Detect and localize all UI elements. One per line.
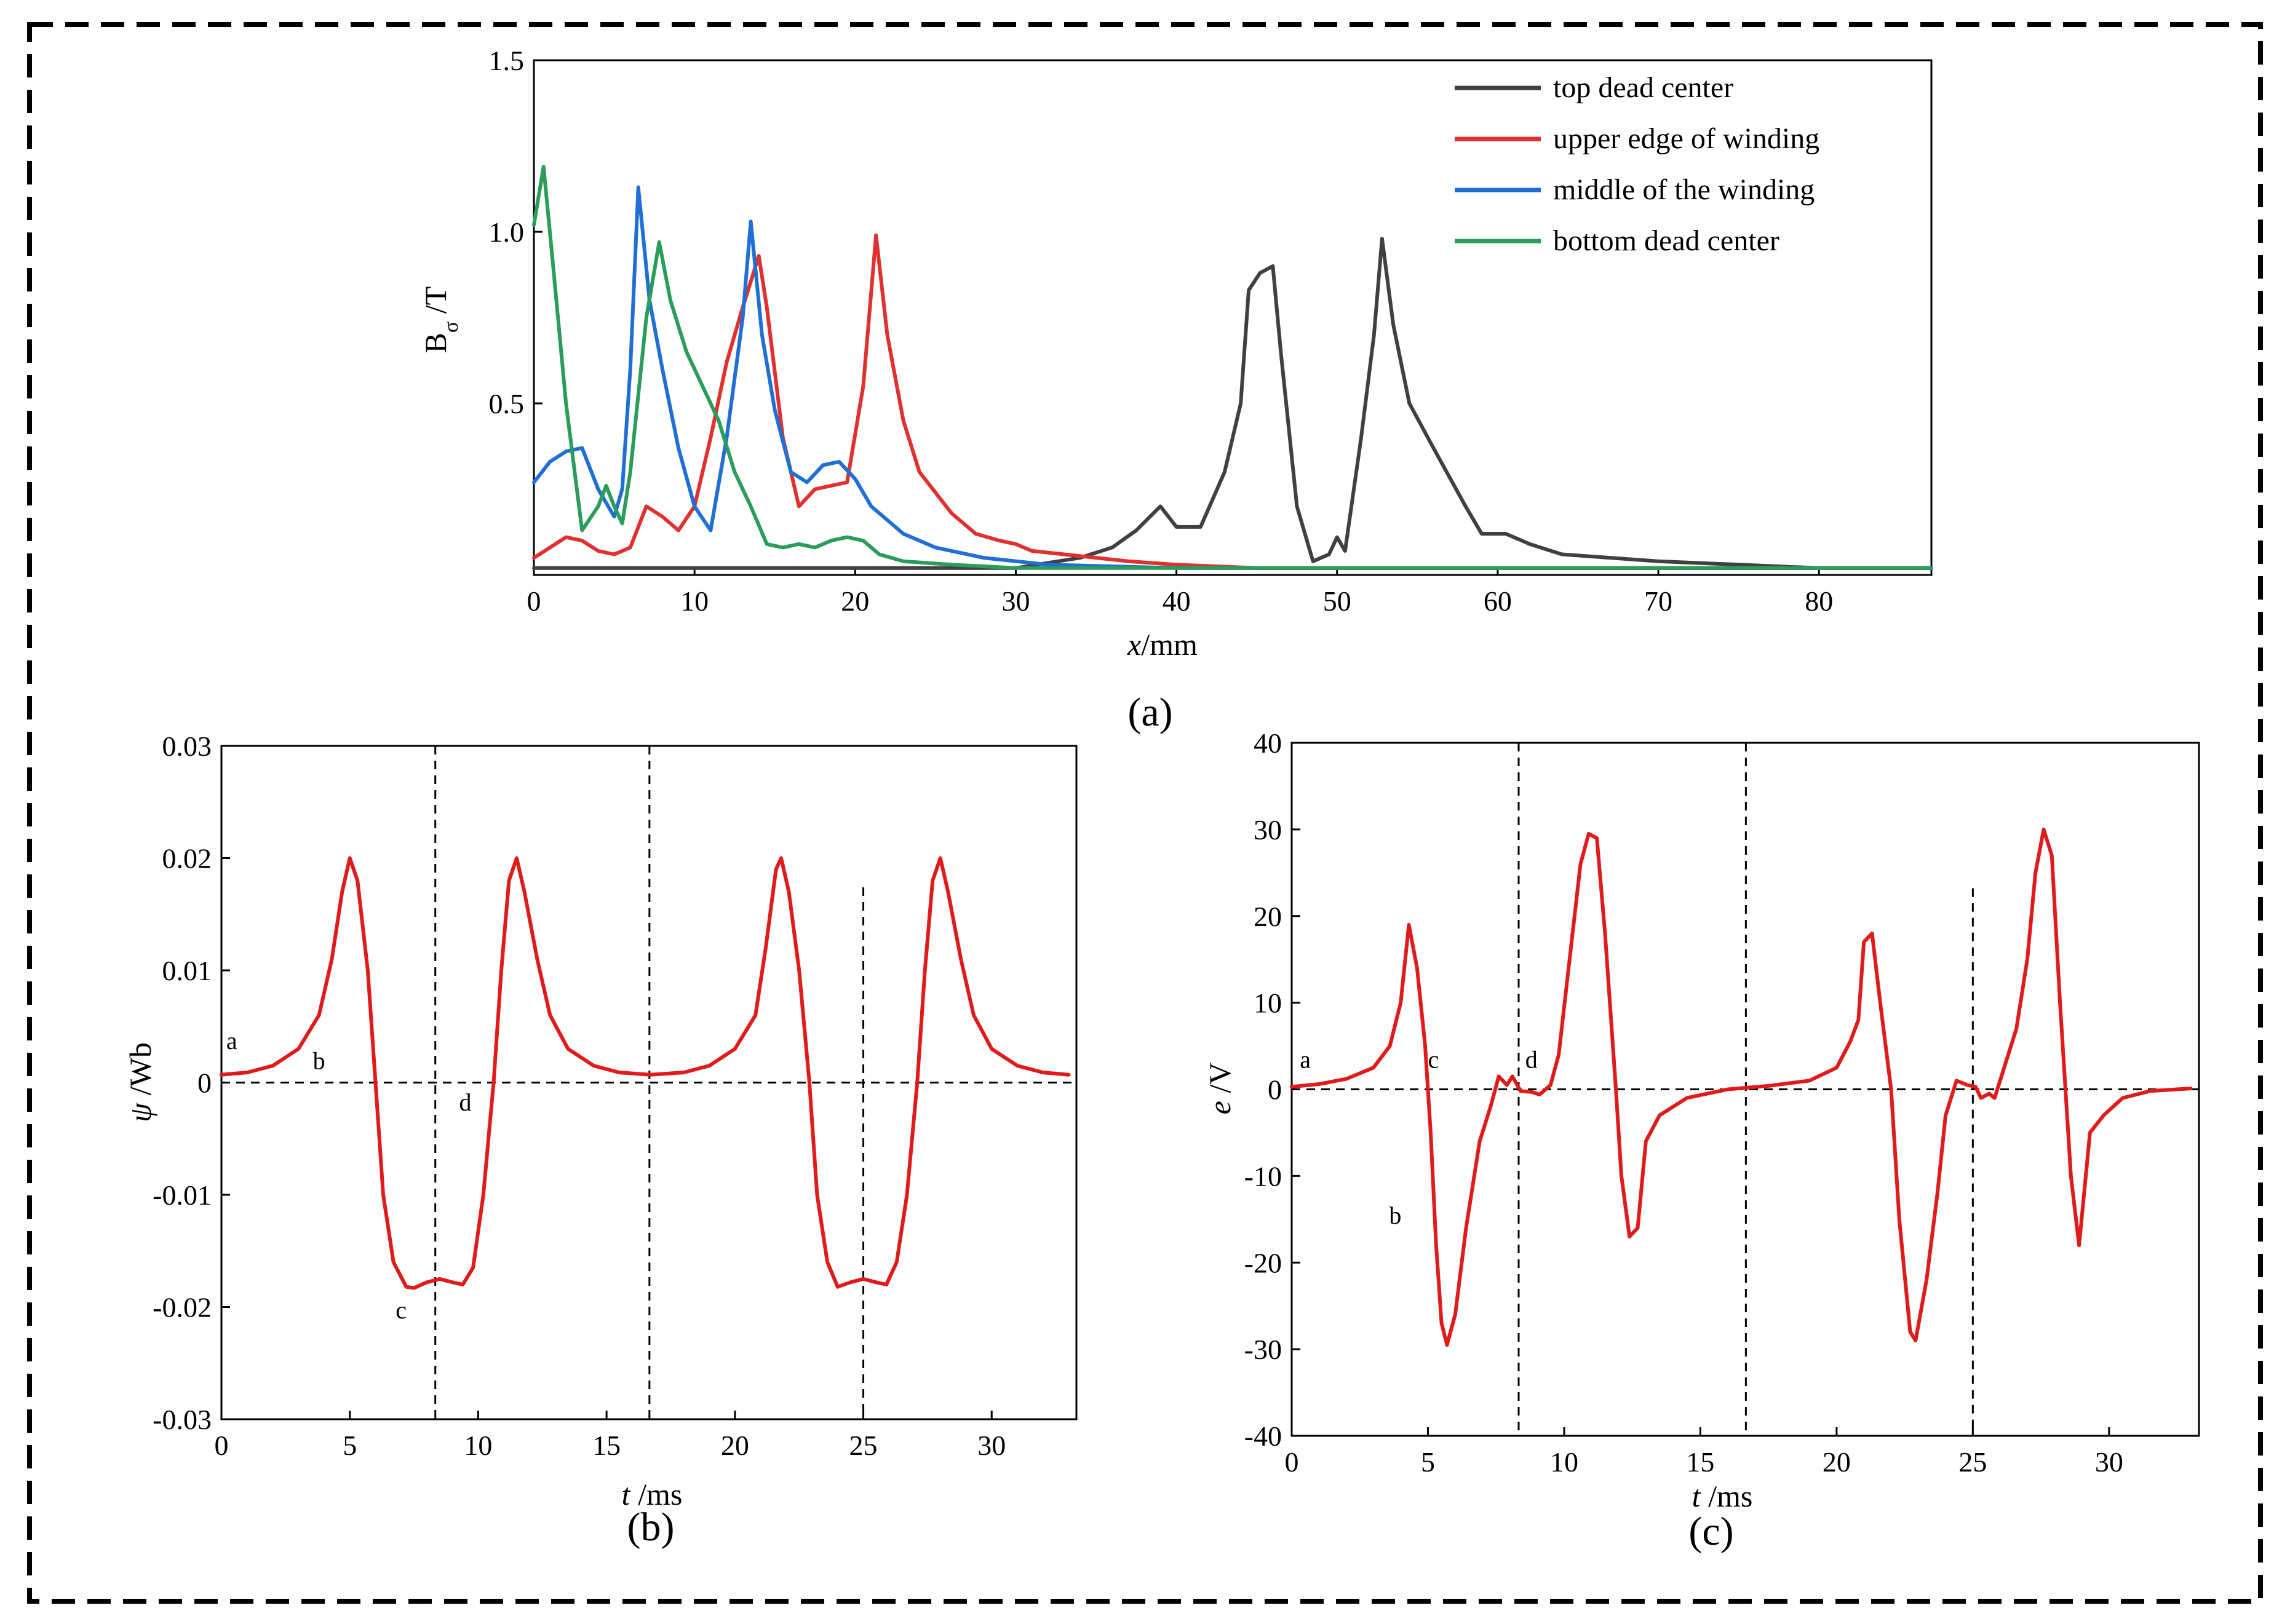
chart-b-series-group — [220, 856, 1071, 1290]
chart-a-axes: 0 10 20 30 40 50 60 70 80 0.5 1.0 1.5 — [489, 45, 1933, 617]
chart-b-x-label-unit: /ms — [630, 1477, 683, 1511]
chart-c-point-label: a — [1300, 1045, 1311, 1073]
chart-a-x-tick-label: 80 — [1805, 585, 1833, 617]
chart-b-x-tick-label: 5 — [343, 1430, 357, 1461]
chart-b-axes: 0 5 10 15 20 25 30 -0.03 -0.02 -0.01 0 0.01 0.02 0.03 — [153, 731, 1078, 1461]
chart-a-x-tick-label: 20 — [841, 585, 869, 617]
chart-a-x-tick-label: 10 — [680, 585, 709, 617]
chart-c-axes: 0 5 10 15 20 25 30 -40 -30 -20 -10 0 10 20 30 40 — [1244, 727, 2200, 1478]
chart-c: 0 5 10 15 20 25 30 -40 -30 -20 -10 0 10 20 30 40 a c d b t… — [1203, 727, 2200, 1554]
chart-c-y-tick-label: 40 — [1254, 727, 1282, 759]
chart-a-legend: top dead center upper edge of winding midd… — [1455, 71, 1819, 257]
chart-b-x-tick-label: 30 — [977, 1430, 1006, 1461]
chart-b-y-label-unit: /Wb — [123, 1042, 157, 1103]
chart-c-y-tick-label: -20 — [1244, 1247, 1282, 1278]
chart-c-y-label-unit: /V — [1203, 1063, 1237, 1101]
chart-b-point-label: a — [226, 1027, 237, 1055]
chart-a-series-group — [532, 165, 1933, 570]
chart-b-x-tick-label: 0 — [215, 1430, 229, 1461]
legend-label: middle of the winding — [1553, 173, 1815, 206]
chart-a-y-label-var: B — [418, 333, 453, 353]
chart-c-point-label: d — [1525, 1045, 1538, 1073]
chart-c-y-tick-label: 10 — [1254, 988, 1282, 1019]
chart-c-x-tick-label: 30 — [2095, 1446, 2123, 1478]
chart-c-series-induced-emf — [1290, 827, 2193, 1347]
chart-b-y-tick-label: 0.01 — [162, 955, 212, 986]
chart-b-point-label: d — [459, 1088, 472, 1116]
chart-b-x-tick-label: 15 — [592, 1430, 621, 1461]
legend-label: bottom dead center — [1553, 224, 1779, 257]
chart-a-series-middle-of-the-winding — [532, 185, 1933, 570]
chart-b-x-tick-label: 25 — [849, 1430, 878, 1461]
chart-b-x-label-var: t — [622, 1477, 631, 1511]
chart-a-x-label-var: x — [1127, 627, 1141, 662]
chart-a-x-tick-label: 60 — [1484, 585, 1512, 617]
chart-a-y-axis-label: Bσ /T — [418, 287, 463, 354]
chart-c-x-tick-label: 20 — [1823, 1446, 1851, 1478]
chart-c-x-tick-label: 0 — [1285, 1446, 1299, 1478]
chart-c-series-group — [1290, 827, 2193, 1347]
chart-b-y-axis-label: ψ /Wb — [123, 1042, 157, 1122]
chart-b-caption: (b) — [627, 1505, 675, 1550]
chart-c-y-tick-label: -40 — [1244, 1420, 1282, 1452]
chart-a: 0 10 20 30 40 50 60 70 80 0.5 1.0 1.5 top dead cent… — [418, 45, 1933, 735]
chart-a-series-upper-edge-of-winding — [532, 233, 1933, 570]
chart-a-y-tick-label: 1.0 — [489, 216, 525, 248]
chart-b-x-axis-label: t /ms — [622, 1477, 683, 1511]
chart-c-y-tick-label: 0 — [1268, 1074, 1282, 1106]
chart-a-y-tick-label: 1.5 — [489, 45, 525, 76]
chart-c-x-tick-label: 15 — [1686, 1446, 1714, 1478]
chart-c-y-axis-label: e /V — [1203, 1063, 1237, 1115]
legend-label: top dead center — [1553, 71, 1733, 104]
chart-b-y-label-var: ψ — [123, 1103, 157, 1122]
chart-c-y-label-var: e — [1203, 1101, 1237, 1114]
chart-a-y-tick-label: 0.5 — [489, 388, 525, 419]
legend-label: upper edge of winding — [1553, 122, 1819, 155]
chart-b-y-tick-label: 0 — [197, 1067, 212, 1099]
chart-b-point-label: b — [313, 1047, 325, 1075]
chart-b-point-label: c — [396, 1296, 407, 1324]
chart-c-point-label: c — [1428, 1045, 1439, 1073]
chart-a-x-tick-label: 50 — [1323, 585, 1351, 617]
chart-b-y-tick-label: 0.02 — [162, 843, 212, 874]
chart-c-y-tick-label: -30 — [1244, 1334, 1282, 1365]
chart-c-x-label-var: t — [1692, 1479, 1701, 1513]
chart-b: 0 5 10 15 20 25 30 -0.03 -0.02 -0.01 0 0.01 0.02 0.03… — [123, 731, 1078, 1550]
chart-a-x-axis-label: x/mm — [1127, 627, 1198, 662]
chart-b-y-tick-label: -0.01 — [153, 1179, 212, 1211]
chart-a-caption: (a) — [1127, 690, 1172, 735]
chart-b-y-tick-label: -0.03 — [153, 1404, 212, 1435]
chart-c-y-tick-label: -10 — [1244, 1160, 1282, 1192]
chart-c-x-tick-label: 5 — [1421, 1446, 1435, 1478]
chart-a-x-tick-label: 0 — [527, 585, 541, 617]
chart-a-y-label-unit: /T — [418, 287, 453, 322]
chart-a-series-top-dead-center — [532, 237, 1933, 570]
chart-a-x-tick-label: 30 — [1001, 585, 1030, 617]
chart-b-x-tick-label: 10 — [464, 1430, 492, 1461]
chart-a-plot-frame — [533, 59, 1933, 576]
chart-c-y-tick-label: 30 — [1254, 814, 1282, 846]
chart-b-x-tick-label: 20 — [721, 1430, 749, 1461]
chart-b-series-flux-linkage — [220, 856, 1071, 1290]
chart-b-y-tick-label: -0.02 — [153, 1292, 212, 1323]
chart-c-annotations: a c d b — [1300, 1045, 1538, 1229]
chart-a-x-label-unit: /mm — [1141, 627, 1198, 662]
chart-c-y-tick-label: 20 — [1254, 901, 1282, 932]
chart-c-x-tick-label: 10 — [1550, 1446, 1578, 1478]
chart-a-series-bottom-dead-center — [532, 165, 1933, 570]
chart-c-x-axis-label: t /ms — [1692, 1479, 1753, 1513]
chart-b-y-tick-label: 0.03 — [162, 731, 212, 762]
chart-a-y-label-sub: σ — [440, 322, 463, 333]
chart-c-caption: (c) — [1688, 1509, 1733, 1554]
chart-c-point-label: b — [1389, 1202, 1401, 1229]
chart-a-x-tick-label: 40 — [1163, 585, 1191, 617]
figure-dashed-border — [27, 22, 2263, 1604]
chart-c-x-label-unit: /ms — [1701, 1479, 1753, 1513]
chart-a-x-tick-label: 70 — [1644, 585, 1672, 617]
chart-b-annotations: a b d c — [226, 1027, 472, 1324]
chart-c-x-tick-label: 25 — [1958, 1446, 1987, 1478]
